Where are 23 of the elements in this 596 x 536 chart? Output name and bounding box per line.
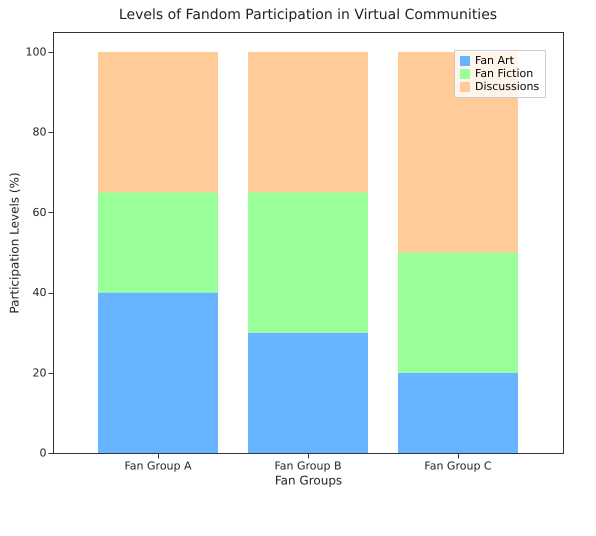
bar [398,372,518,453]
y-tick-label: 0 [40,446,46,460]
bar [398,252,518,373]
y-tick-label: 40 [32,286,46,300]
bar [248,52,368,192]
chart-title: Levels of Fandom Participation in Virtual Communities [118,7,498,23]
x-tick-label: Fan Group A [124,460,192,472]
legend-label: Discussions [475,80,540,93]
bar [98,52,218,192]
bar [98,292,218,453]
x-tick-label: Fan Group B [274,460,342,472]
bar [248,192,368,333]
y-tick-label: 60 [32,206,46,219]
bar [98,192,218,293]
legend-label: Fan Art [475,54,515,67]
x-tick-label: Fan Group C [424,460,492,472]
legend-label: Fan Fiction [475,67,534,80]
bar [248,332,368,453]
y-axis-title: Participation Levels (%) [8,172,22,314]
y-tick-label: 20 [32,366,46,380]
x-axis-title: Fan Groups [274,474,342,488]
y-tick-label: 80 [32,126,46,139]
y-tick-label: 100 [26,46,46,59]
